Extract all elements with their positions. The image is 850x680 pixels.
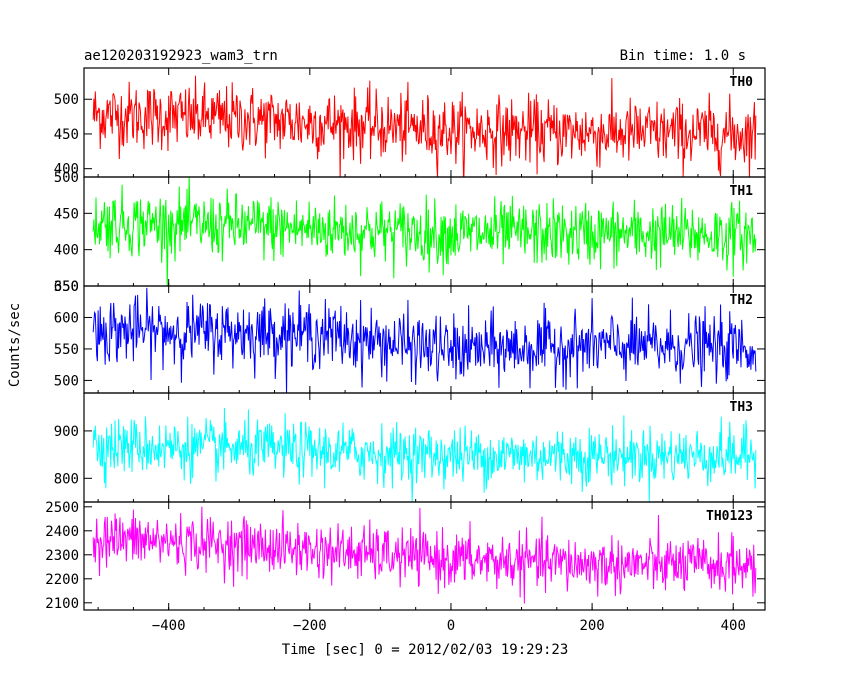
x-tick-label: 0 xyxy=(447,618,455,634)
y-tick-label: 2500 xyxy=(45,500,79,516)
y-tick-label: 550 xyxy=(54,342,79,358)
x-tick-label: 400 xyxy=(721,618,746,634)
panel-frame xyxy=(83,501,766,611)
y-tick-label: 2300 xyxy=(45,548,79,564)
panel-th1: 350 400 450 500 TH1 xyxy=(54,170,766,295)
x-tick-label: −400 xyxy=(152,618,186,634)
y-tick-label: 2200 xyxy=(45,572,79,588)
y-tick-label: 400 xyxy=(54,243,79,259)
y-tick-label: 400 xyxy=(54,162,79,178)
panel-th0: 400 450 500 TH0 xyxy=(54,67,766,178)
panels-group: 400 450 500 TH0 350 400 450 500 TH1 500 550 600 650 T… xyxy=(45,67,766,612)
series-th3 xyxy=(92,407,757,502)
panel-label: TH0 xyxy=(730,75,754,90)
y-tick-label: 2100 xyxy=(45,596,79,612)
y-tick-label: 900 xyxy=(54,424,79,440)
y-tick-label: 450 xyxy=(54,127,79,143)
y-tick-label: 650 xyxy=(54,279,79,295)
y-tick-label: 500 xyxy=(54,92,79,108)
bin-time-label: Bin time: 1.0 s xyxy=(620,48,746,64)
panel-label: TH2 xyxy=(730,293,753,308)
y-tick-label: 500 xyxy=(54,373,79,389)
series-th2 xyxy=(92,287,757,393)
panel-th0123: 2100 2200 2300 2400 2500 TH0123 xyxy=(45,500,766,612)
y-tick-label: 350 xyxy=(54,279,79,295)
panel-label: TH1 xyxy=(730,184,754,199)
y-tick-label: 500 xyxy=(54,170,79,186)
x-tick-label: 200 xyxy=(579,618,604,634)
y-axis-label: Counts/sec xyxy=(7,303,23,387)
series-th1 xyxy=(92,177,757,286)
series-th0123 xyxy=(92,506,757,604)
x-axis-label: Time [sec] 0 = 2012/02/03 19:29:23 xyxy=(282,642,569,658)
y-tick-label: 600 xyxy=(54,310,79,326)
y-tick-label: 2400 xyxy=(45,524,79,540)
y-tick-label: 450 xyxy=(54,206,79,222)
plot-title: ae120203192923_wam3_trn xyxy=(84,48,278,64)
series-th0 xyxy=(92,75,757,177)
panel-label: TH3 xyxy=(730,400,753,415)
x-axis: −400 −200 0 200 400 xyxy=(152,618,746,634)
panel-th3: 800 900 TH3 xyxy=(54,392,766,503)
x-tick-label: −200 xyxy=(293,618,327,634)
panel-label: TH0123 xyxy=(706,509,753,524)
panel-th2: 500 550 600 650 TH2 xyxy=(54,279,766,394)
y-tick-label: 800 xyxy=(54,471,79,487)
